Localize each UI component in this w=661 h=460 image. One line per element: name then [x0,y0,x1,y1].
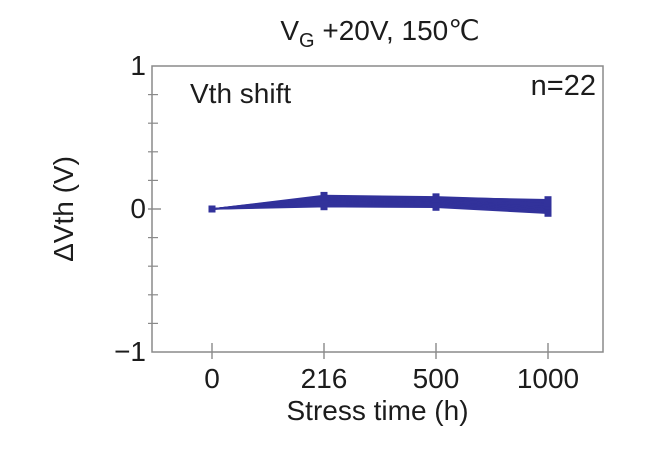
data-point-marker [320,203,328,211]
x-tick-label-500: 500 [412,363,460,394]
chart-title: VG +20V, 150℃ [140,14,620,52]
y-tick-label-minus-1: −1 [114,336,146,367]
y-tick-label-0: 0 [130,193,146,224]
x-tick-label-0: 0 [204,363,220,394]
series-line [211,206,549,214]
x-axis-label: Stress time (h) [286,395,469,426]
axis-ticks [148,93,549,359]
x-tick-label-216: 216 [300,363,348,394]
annotation-vth-shift: Vth shift [190,78,292,109]
data-point-marker [432,203,440,211]
title-subscript: G [299,30,315,52]
title-symbol: V [280,15,299,46]
data-point-marker [208,205,216,213]
annotation-sample-count: n=22 [530,70,596,102]
x-tick-label-1000: 1000 [516,363,580,394]
data-point-marker [544,209,552,217]
series-group [208,191,552,217]
title-rest: +20V, 150℃ [314,15,480,46]
y-tick-label-1: 1 [130,50,146,81]
